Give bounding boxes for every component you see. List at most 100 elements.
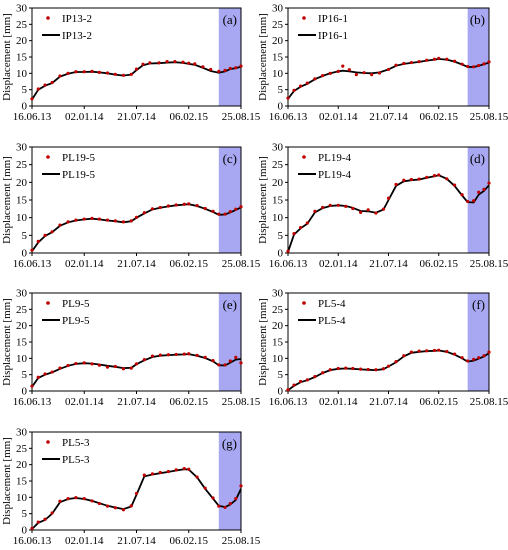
data-point — [417, 59, 421, 64]
data-point — [452, 352, 457, 356]
data-point — [477, 190, 481, 194]
data-point — [409, 60, 413, 65]
panel-label: (b) — [470, 12, 485, 27]
data-point — [134, 362, 139, 366]
data-point — [466, 359, 470, 363]
y-tick-label: 30 — [272, 3, 284, 15]
x-tick-label: 16.06.13 — [13, 396, 52, 408]
y-tick-label: 25 — [272, 19, 284, 31]
y-tick-label: 10 — [272, 353, 284, 365]
legend-label: IP16-1 — [318, 30, 348, 42]
panel-label: (e) — [223, 297, 237, 312]
data-point — [482, 187, 486, 191]
legend-marker — [46, 301, 50, 305]
data-point — [477, 63, 481, 68]
data-point — [366, 367, 370, 372]
data-point — [36, 375, 40, 379]
data-point — [50, 370, 54, 374]
y-tick-label: 25 — [16, 19, 28, 31]
data-point — [292, 231, 296, 236]
y-tick-label: 0 — [278, 101, 284, 113]
data-point — [313, 209, 317, 213]
y-axis-label: Displacement [mm] — [257, 298, 269, 386]
series-line — [31, 203, 242, 252]
data-point — [134, 67, 139, 71]
data-point — [82, 497, 86, 501]
y-tick-label: 20 — [16, 320, 28, 332]
data-point — [234, 66, 238, 70]
y-tick-label: 15 — [272, 337, 284, 349]
x-tick-label: 21.07.14 — [117, 111, 156, 123]
data-point — [82, 361, 86, 365]
y-tick-label: 10 — [16, 353, 28, 365]
data-point — [292, 88, 296, 92]
data-point — [74, 361, 78, 366]
legend-label: PL19-4 — [318, 169, 352, 181]
data-point — [394, 360, 398, 364]
data-point — [142, 211, 146, 215]
x-tick-label: 02.01.14 — [65, 396, 104, 408]
data-point — [239, 484, 243, 488]
data-point — [487, 181, 491, 185]
data-point — [460, 62, 464, 66]
shaded-period — [218, 432, 241, 530]
x-tick-label: 02.01.14 — [65, 258, 104, 270]
data-point — [121, 367, 126, 371]
data-point — [366, 208, 370, 212]
data-point — [30, 97, 34, 101]
data-point — [359, 210, 363, 214]
y-tick-label: 20 — [272, 177, 284, 189]
data-point — [228, 210, 232, 214]
x-tick-label: 06.02.15 — [420, 396, 459, 408]
data-point — [466, 64, 470, 69]
data-point — [166, 204, 170, 208]
data-point — [409, 177, 413, 182]
data-point — [43, 233, 47, 237]
data-point — [362, 71, 366, 75]
data-point — [50, 230, 54, 234]
data-point — [97, 217, 102, 221]
data-point — [359, 367, 363, 371]
y-tick-label: 20 — [16, 459, 28, 471]
x-tick-label: 16.06.13 — [269, 258, 308, 270]
data-point — [58, 499, 62, 503]
data-point — [150, 472, 155, 476]
data-point — [328, 71, 332, 75]
y-tick-label: 5 — [22, 369, 28, 381]
data-point — [121, 73, 126, 77]
data-point — [90, 69, 94, 73]
data-point — [402, 354, 406, 358]
y-axis-label: Displacement [mm] — [1, 437, 13, 525]
data-point — [239, 64, 243, 68]
data-point — [344, 204, 348, 208]
data-point — [97, 70, 102, 74]
y-tick-label: 20 — [16, 177, 28, 189]
data-point — [402, 61, 406, 66]
data-point — [228, 359, 232, 363]
data-point — [487, 350, 491, 354]
data-point — [165, 59, 169, 64]
data-point — [234, 207, 238, 211]
y-axis-label: Displacement [mm] — [257, 13, 269, 101]
data-point — [328, 368, 332, 372]
y-tick-label: 0 — [278, 248, 284, 260]
chart-panel: 0 5 10 15 20 25 30 16.06.13 02.01.14 21.07.14 06.0… — [1, 427, 261, 548]
chart-panel: 0 5 10 15 20 25 30 16.06.13 02.01.14 21.07.14 06.0… — [257, 288, 508, 409]
y-tick-label: 0 — [278, 386, 284, 398]
data-point — [437, 56, 441, 60]
x-tick-label: 25.08.15 — [222, 258, 261, 270]
data-point — [217, 212, 221, 216]
data-point — [97, 363, 102, 367]
data-point — [321, 74, 325, 78]
data-point — [321, 205, 325, 210]
data-point — [460, 356, 464, 360]
data-point — [121, 508, 126, 512]
y-tick-label: 25 — [272, 159, 284, 171]
data-point — [239, 205, 243, 209]
data-point — [394, 63, 398, 67]
data-point — [472, 199, 476, 203]
legend-label: PL5-4 — [318, 315, 346, 327]
series-line — [287, 174, 490, 253]
data-point — [305, 378, 309, 382]
data-point — [97, 501, 102, 506]
